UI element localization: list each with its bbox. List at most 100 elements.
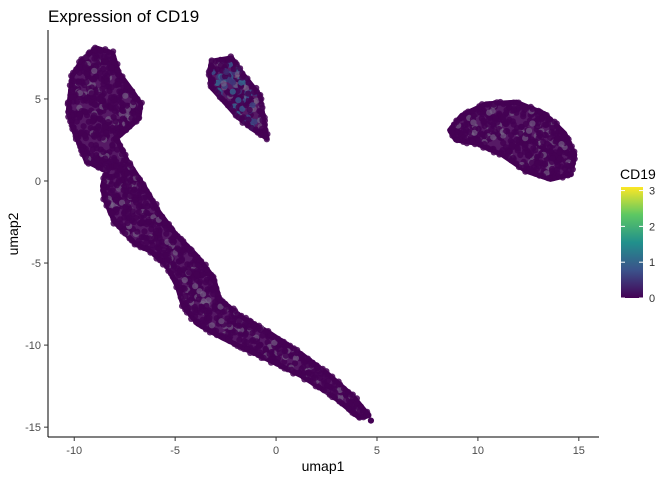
data-point	[489, 108, 496, 115]
data-point	[542, 161, 549, 168]
data-point	[122, 193, 129, 200]
data-point	[529, 120, 536, 127]
data-point	[235, 97, 242, 104]
data-point	[163, 230, 170, 237]
data-point	[217, 303, 224, 310]
data-point	[549, 165, 556, 172]
x-tick-label: 5	[374, 445, 380, 457]
data-point	[292, 355, 299, 362]
x-ticks: -10 -5 0 5 10 15	[66, 437, 585, 457]
data-point	[80, 123, 87, 130]
data-point	[238, 79, 245, 86]
data-point	[331, 378, 339, 385]
data-point	[140, 212, 147, 219]
data-point	[494, 131, 502, 138]
x-axis-label: umap1	[302, 458, 345, 474]
data-point	[513, 136, 520, 144]
data-point	[528, 168, 535, 175]
data-point	[110, 114, 117, 121]
data-point	[68, 86, 76, 93]
data-point	[140, 185, 148, 192]
data-point	[331, 394, 338, 401]
data-point	[117, 165, 124, 172]
data-point	[245, 90, 252, 97]
data-point	[155, 239, 162, 247]
data-point	[507, 132, 515, 139]
data-point	[304, 376, 311, 383]
data-point	[93, 145, 100, 152]
data-point	[140, 181, 147, 188]
data-point	[113, 104, 120, 111]
data-point	[230, 108, 237, 115]
y-axis-label: umap2	[5, 212, 21, 255]
data-point	[262, 328, 269, 335]
data-point	[135, 174, 142, 181]
data-point	[83, 70, 90, 77]
y-tick-label: 0	[35, 176, 41, 188]
cluster-1	[64, 44, 375, 424]
data-point	[367, 417, 375, 424]
data-point	[547, 134, 554, 142]
data-point	[340, 385, 348, 392]
data-point	[249, 102, 256, 109]
data-point	[141, 228, 148, 235]
data-point	[126, 214, 133, 221]
data-point	[105, 119, 112, 126]
data-point	[154, 205, 161, 212]
data-point	[478, 101, 486, 108]
data-point	[535, 120, 542, 127]
data-point	[564, 172, 572, 179]
data-point	[126, 160, 134, 167]
colorbar-tick-label: 1	[649, 257, 655, 269]
data-point	[480, 117, 487, 124]
data-point	[304, 355, 311, 362]
data-point	[91, 101, 98, 108]
colorbar-tick-label: 2	[649, 221, 655, 233]
data-point	[102, 155, 109, 162]
data-point	[556, 149, 563, 156]
data-point	[537, 129, 544, 136]
data-point	[97, 109, 104, 116]
cluster-3	[447, 98, 578, 182]
data-point	[475, 125, 482, 132]
data-point	[520, 110, 527, 117]
data-point	[152, 227, 159, 235]
data-point	[180, 248, 187, 255]
data-point	[295, 370, 302, 377]
data-point	[100, 65, 107, 72]
data-point	[192, 283, 199, 290]
data-point	[100, 196, 107, 203]
data-point	[317, 370, 324, 377]
data-point	[128, 115, 135, 122]
data-point	[116, 179, 123, 186]
data-point	[181, 277, 188, 284]
data-point	[525, 127, 533, 134]
y-ticks: -15 -10 -5 0 5	[25, 94, 48, 434]
data-point	[229, 88, 236, 95]
data-point	[315, 384, 323, 391]
colorbar-tick-label: 3	[649, 186, 655, 198]
data-point	[128, 121, 135, 128]
data-point	[536, 172, 543, 179]
data-point	[183, 243, 190, 250]
data-point	[83, 54, 90, 61]
data-point	[537, 108, 544, 116]
data-point	[108, 64, 115, 71]
data-point	[101, 53, 108, 60]
data-point	[131, 197, 139, 204]
data-point	[262, 345, 269, 352]
data-point	[253, 338, 260, 345]
data-point	[172, 278, 179, 285]
data-point	[533, 153, 541, 161]
data-point	[114, 172, 121, 179]
data-point	[91, 55, 98, 62]
data-point	[237, 65, 244, 72]
data-point	[68, 72, 75, 79]
data-point	[179, 298, 187, 305]
data-point	[82, 64, 89, 71]
data-point	[112, 206, 119, 213]
data-point	[281, 358, 288, 365]
data-point	[291, 360, 299, 367]
data-point	[323, 387, 330, 394]
